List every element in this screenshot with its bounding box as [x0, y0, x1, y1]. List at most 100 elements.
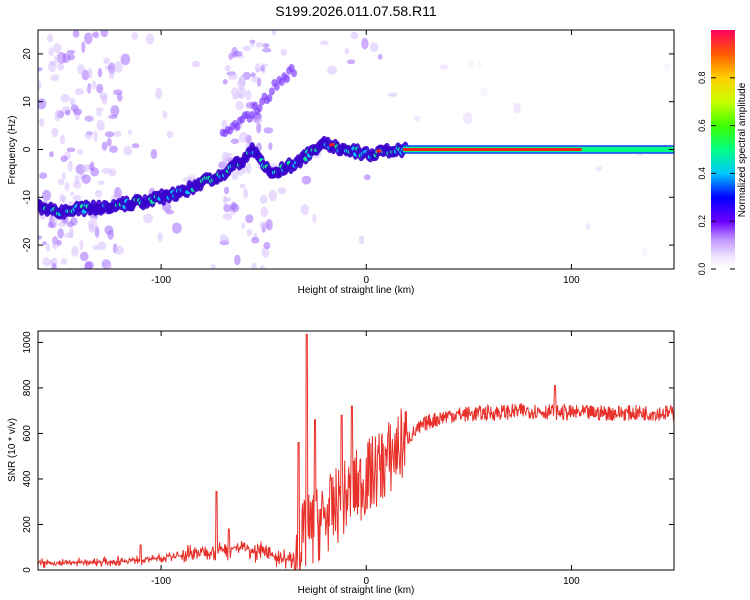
- spectrogram-noise-blob: [54, 53, 64, 64]
- spectrogram-noise-blob: [57, 221, 67, 227]
- spectrogram-noise-blob: [238, 131, 249, 143]
- spectrogram-noise-blob: [259, 265, 265, 269]
- spectrogram-noise-blob: [97, 67, 103, 78]
- spectrogram-ytick-label: 0: [22, 146, 33, 152]
- spectrogram-noise-blob: [66, 147, 76, 153]
- spectrogram-noise-blob: [56, 62, 65, 71]
- spectrogram-noise-blob: [59, 194, 66, 203]
- spectrogram-noise-blob: [256, 122, 262, 134]
- snr-ytick-label: 400: [22, 470, 33, 487]
- spectrogram-noise-blob: [113, 130, 122, 137]
- spectrogram-branch-blob: [266, 94, 273, 103]
- spectrogram-noise-blob: [95, 107, 104, 112]
- spectrogram-noise-blob: [344, 47, 350, 55]
- spectrogram-noise-blob: [50, 74, 60, 82]
- spectrogram-noise-blob: [69, 191, 74, 196]
- spectrogram-noise-blob: [86, 164, 92, 170]
- spectrogram-noise-blob: [234, 254, 241, 266]
- spectrogram-noise-blob: [64, 109, 71, 116]
- snr-ytick-label: 200: [22, 516, 33, 533]
- spectrogram-noise-blob: [301, 175, 312, 185]
- spectrogram-noise-blob: [387, 92, 398, 97]
- spectrogram-noise-blob: [80, 251, 89, 262]
- snr-xtick-label: 100: [563, 576, 580, 587]
- spectrogram-noise-blob: [312, 213, 317, 224]
- spectrogram-noise-blob: [363, 174, 371, 181]
- spectrogram-noise-blob: [261, 247, 270, 259]
- snr-xtick-label: 0: [363, 576, 369, 587]
- spectrogram-noise-blob: [162, 110, 168, 119]
- spectrogram-noise-blob: [108, 69, 115, 80]
- spectrogram-noise-blob: [251, 76, 260, 83]
- spectrogram-noise-blob: [97, 180, 105, 185]
- spectrogram-noise-blob: [103, 57, 110, 65]
- spectrogram-noise-blob: [96, 83, 104, 94]
- spectrogram-noise-blob: [300, 204, 310, 216]
- spectrogram-noise-blob: [58, 178, 65, 186]
- spectrogram-xtick-label: 100: [563, 275, 580, 286]
- colorbar-tick-label: 0.2: [697, 215, 707, 228]
- spectrogram-noise-blob: [231, 87, 238, 97]
- spectrogram-noise-blob: [143, 213, 153, 224]
- spectrogram-noise-blob: [45, 243, 51, 252]
- spectrogram-noise-blob: [42, 257, 50, 267]
- spectrogram-noise-blob: [224, 186, 230, 195]
- spectrogram-noise-blob: [48, 259, 54, 266]
- spectrogram-noise-blob: [94, 226, 100, 238]
- spectrogram-xlabel: Height of straight line (km): [298, 285, 415, 296]
- spectrogram-noise-blob: [110, 105, 120, 117]
- spectrogram-noise-blob: [79, 239, 84, 250]
- spectrogram-noise-blob: [237, 87, 247, 99]
- spectrogram-noise-blob: [100, 30, 109, 38]
- spectrogram-tone-spot: [376, 149, 382, 153]
- spectrogram-noise-blob: [105, 264, 113, 269]
- spectrogram-noise-blob: [462, 112, 473, 125]
- spectrogram-noise-blob: [271, 30, 277, 36]
- spectrogram-noise-blob: [245, 214, 254, 224]
- spectrogram-noise-blob: [242, 46, 252, 52]
- colorbar-tick-label: 0.8: [697, 72, 707, 85]
- spectrogram-noise-blob: [221, 151, 229, 164]
- spectrogram-noise-blob: [61, 172, 66, 180]
- spectrogram-noise-blob: [92, 31, 100, 39]
- spectrogram-noise-blob: [263, 127, 274, 134]
- spectrogram-noise-blob: [166, 131, 174, 139]
- spectrogram-ytick-label: 10: [22, 96, 33, 108]
- spectrogram-noise-blob: [228, 53, 234, 60]
- spectrogram-noise-blob: [77, 149, 84, 155]
- snr-xtick-label: -100: [151, 576, 171, 587]
- snr-frame: [37, 330, 675, 571]
- spectrogram-noise-blob: [227, 72, 238, 81]
- spectrogram-ytick-label: 20: [22, 48, 33, 60]
- spectrogram-noise-blob: [268, 189, 277, 202]
- spectrogram-noise-blob: [54, 109, 61, 122]
- spectrogram-noise-blob: [246, 228, 253, 237]
- spectrogram-tone-core: [403, 148, 582, 151]
- spectrogram-noise-blob: [96, 241, 107, 251]
- spectrogram-noise-blob: [95, 189, 103, 198]
- spectrogram-tone-spot: [329, 143, 335, 147]
- snr-ytick-label: 600: [22, 425, 33, 442]
- spectrogram-noise-blob: [57, 228, 64, 239]
- spectrogram-noise-blob: [96, 119, 105, 131]
- spectrogram-noise-blob: [116, 93, 123, 102]
- spectrogram-noise-blob: [64, 182, 70, 192]
- spectrogram-noise-blob: [74, 88, 85, 96]
- colorbar-gradient: [711, 30, 735, 269]
- spectrogram-noise-blob: [38, 67, 43, 72]
- spectrogram-noise-blob: [106, 137, 112, 147]
- spectrogram-noise-blob: [60, 258, 68, 266]
- spectrogram-noise-blob: [223, 197, 232, 202]
- snr-xlabel: Height of straight line (km): [298, 585, 415, 596]
- spectrogram-noise-blob: [108, 168, 117, 177]
- spectrogram-noise-blob: [225, 237, 230, 246]
- spectrogram-noise-blob: [251, 236, 260, 244]
- spectrogram-noise-blob: [260, 206, 269, 218]
- spectrogram-noise-blob: [320, 40, 329, 45]
- spectrogram-noise-blob: [224, 64, 231, 72]
- spectrogram-noise-blob: [150, 148, 158, 160]
- spectrogram-noise-blob: [155, 87, 163, 100]
- spectrogram-noise-blob: [38, 235, 43, 240]
- spectrogram-xtick-label: -100: [151, 275, 171, 286]
